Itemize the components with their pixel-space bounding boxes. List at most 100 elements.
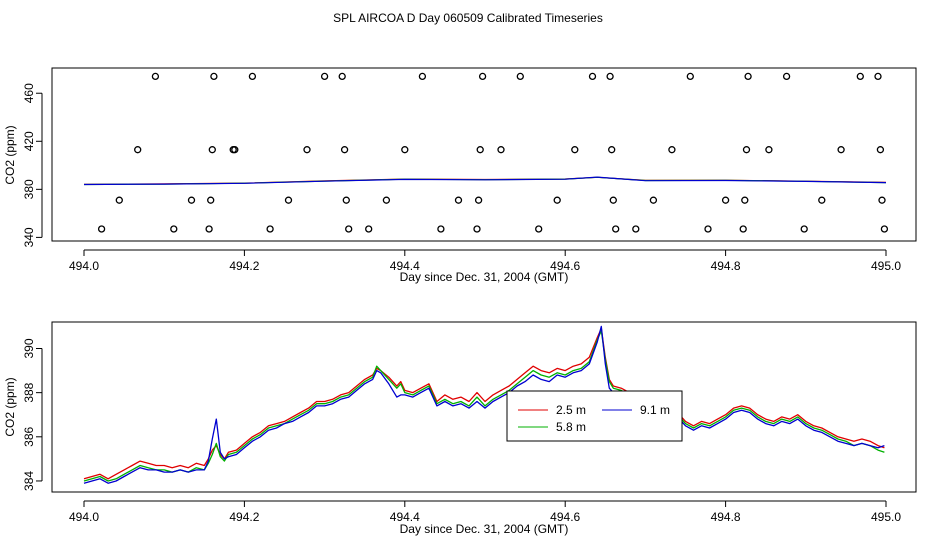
top-data-point xyxy=(571,146,579,154)
top-data-point xyxy=(418,72,427,81)
top-x-tick-label: 494.8 xyxy=(711,259,741,273)
legend-label-9-1m: 9.1 m xyxy=(640,403,670,417)
bottom-plot-frame xyxy=(51,321,917,493)
top-x-tick-label: 494.6 xyxy=(550,259,580,273)
bottom-y-tick-label: 384 xyxy=(22,471,36,491)
legend-label-2-5m: 2.5 m xyxy=(556,403,586,417)
top-x-tick-label: 495.0 xyxy=(871,259,901,273)
bottom-series-line-2-5m xyxy=(83,327,885,480)
top-y-tick-label: 380 xyxy=(22,179,36,199)
top-data-point xyxy=(473,225,481,233)
top-data-point xyxy=(284,196,293,204)
top-y-axis: 340 380 420 460 xyxy=(22,83,43,247)
top-data-point xyxy=(721,196,730,204)
top-data-point xyxy=(134,146,142,154)
top-series-line-9-1m xyxy=(83,176,887,186)
top-data-point xyxy=(231,146,239,154)
bottom-x-tick-label: 494.8 xyxy=(711,510,741,524)
top-data-point xyxy=(474,196,483,204)
top-data-point xyxy=(741,196,749,204)
bottom-x-tick-label: 494.0 xyxy=(69,510,99,524)
top-data-point xyxy=(878,196,886,204)
legend-label-5-8m: 5.8 m xyxy=(556,420,586,434)
top-data-point xyxy=(205,225,213,233)
bottom-y-tick-label: 388 xyxy=(22,382,36,402)
top-data-point xyxy=(207,196,215,204)
bottom-series-line-5-8m xyxy=(83,330,885,482)
top-data-point xyxy=(649,196,658,204)
top-y-tick-label: 460 xyxy=(22,83,36,103)
top-data-point xyxy=(606,72,614,81)
top-plot-frame xyxy=(51,67,917,242)
top-data-point xyxy=(744,72,752,81)
top-data-point xyxy=(856,72,864,81)
top-x-axis: 494.0 494.2 494.4 494.6 494.8 495.0 xyxy=(69,249,901,273)
top-data-point xyxy=(365,225,373,233)
top-data-point xyxy=(478,72,487,81)
top-data-point xyxy=(874,72,882,81)
top-data-point xyxy=(837,146,845,154)
top-data-point xyxy=(609,196,617,204)
top-data-point xyxy=(880,225,889,233)
top-data-point xyxy=(340,146,349,154)
top-data-point xyxy=(437,225,445,233)
bottom-x-axis-label: Day since Dec. 31, 2004 (GMT) xyxy=(400,522,569,536)
bottom-series-line-9-1m xyxy=(83,325,885,484)
top-data-point xyxy=(739,225,747,233)
top-data-point xyxy=(612,225,620,233)
top-data-point xyxy=(248,72,257,81)
bottom-x-axis: 494.0 494.2 494.4 494.6 494.8 495.0 xyxy=(69,500,901,524)
bottom-y-axis-label: CO2 (ppm) xyxy=(3,377,17,436)
top-data-point xyxy=(782,72,791,81)
top-data-point xyxy=(210,72,218,81)
top-data-point xyxy=(97,225,106,233)
bottom-y-axis: 384 386 388 390 xyxy=(22,338,43,491)
top-y-tick-label: 340 xyxy=(22,227,36,247)
top-data-point xyxy=(876,146,885,154)
top-data-point xyxy=(765,146,773,154)
top-data-point xyxy=(608,146,616,154)
top-points xyxy=(97,72,889,233)
top-data-point xyxy=(516,72,524,81)
top-data-point xyxy=(151,72,160,81)
top-x-axis-label: Day since Dec. 31, 2004 (GMT) xyxy=(400,270,569,284)
top-data-point xyxy=(266,225,274,233)
top-data-point xyxy=(497,146,505,154)
top-y-tick-label: 420 xyxy=(22,131,36,151)
top-data-point xyxy=(320,72,329,81)
bottom-x-tick-label: 494.6 xyxy=(550,510,580,524)
top-data-point xyxy=(553,196,561,204)
top-data-point xyxy=(668,146,676,154)
top-data-point xyxy=(454,196,463,204)
top-data-point xyxy=(187,196,196,204)
top-data-point xyxy=(382,196,391,204)
top-x-tick-label: 494.2 xyxy=(229,259,259,273)
bottom-x-tick-label: 494.2 xyxy=(229,510,259,524)
top-data-point xyxy=(704,225,712,233)
bottom-series-lines xyxy=(83,325,885,484)
top-data-point xyxy=(342,196,350,204)
top-data-point xyxy=(338,72,346,81)
bottom-x-tick-label: 494.4 xyxy=(390,510,420,524)
top-x-tick-label: 494.4 xyxy=(390,259,420,273)
top-data-point xyxy=(476,146,484,154)
top-data-point xyxy=(401,146,409,154)
top-data-point xyxy=(115,196,123,204)
top-data-point xyxy=(632,225,640,233)
top-data-point xyxy=(303,146,311,154)
top-series-lines xyxy=(83,176,887,186)
top-data-point xyxy=(535,225,543,233)
legend: 2.5 m 5.8 m 9.1 m xyxy=(506,390,683,442)
chart-title: SPL AIRCOA D Day 060509 Calibrated Times… xyxy=(333,11,603,25)
top-data-point xyxy=(742,146,751,154)
top-x-tick-label: 494.0 xyxy=(69,259,99,273)
top-data-point xyxy=(686,72,694,81)
top-data-point xyxy=(588,72,597,81)
bottom-y-tick-label: 390 xyxy=(22,338,36,358)
top-data-point xyxy=(818,196,826,204)
legend-box xyxy=(506,390,683,442)
top-data-point xyxy=(170,225,178,233)
